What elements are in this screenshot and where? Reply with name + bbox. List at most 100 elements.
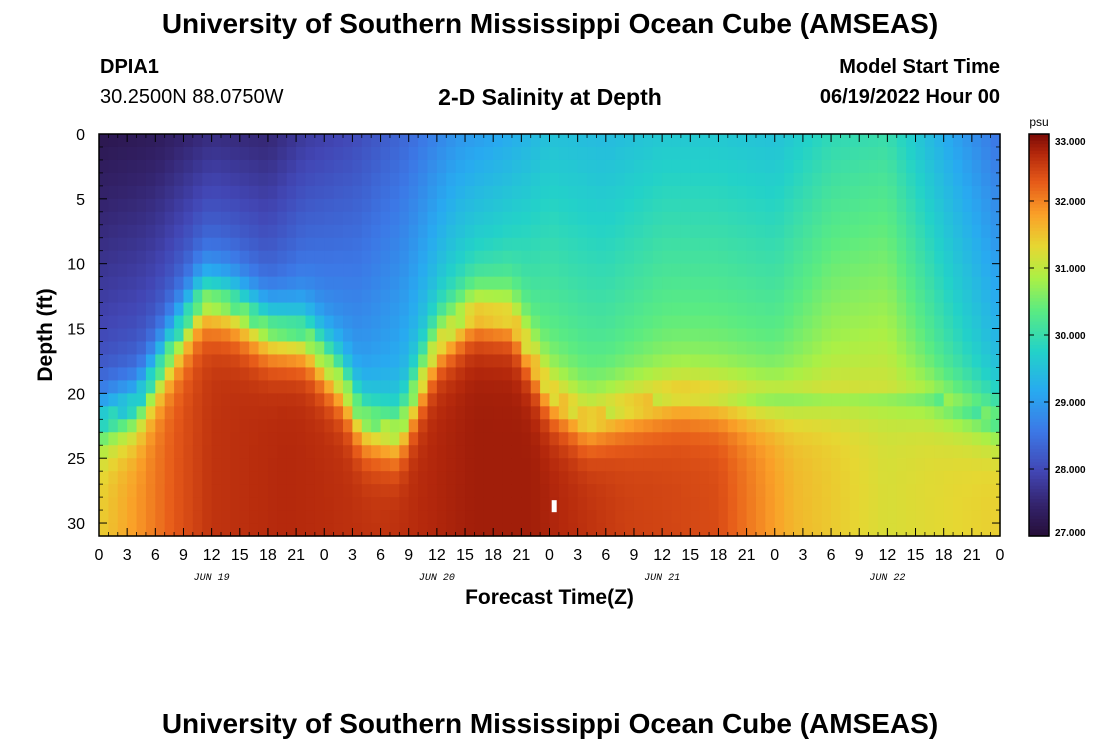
heatmap-cell (540, 185, 551, 200)
heatmap-cell (258, 315, 269, 330)
colorbar-segment (1029, 358, 1049, 363)
heatmap-cell (352, 224, 363, 239)
heatmap-cell (267, 484, 278, 498)
heatmap-cell (127, 445, 138, 459)
heatmap-cell (211, 445, 222, 459)
heatmap-cell (305, 146, 316, 161)
heatmap-cell (821, 224, 832, 239)
heatmap-cell (183, 510, 194, 524)
heatmap-cell (493, 315, 504, 330)
heatmap-cell (596, 510, 607, 524)
heatmap-cell (831, 510, 842, 524)
heatmap-cell (737, 276, 748, 291)
heatmap-cell (924, 146, 935, 161)
heatmap-cell (755, 432, 766, 446)
heatmap-cell (577, 250, 588, 265)
heatmap-cell (821, 198, 832, 213)
heatmap-cell (924, 497, 935, 511)
heatmap-cell (211, 432, 222, 446)
heatmap-cell (436, 393, 447, 407)
heatmap-cell (127, 328, 138, 343)
heatmap-cell (258, 185, 269, 200)
heatmap-cell (418, 159, 429, 174)
heatmap-cell (709, 159, 720, 174)
heatmap-cell (727, 484, 738, 498)
heatmap-cell (258, 224, 269, 239)
heatmap-cell (540, 393, 551, 407)
heatmap-cell (793, 406, 804, 420)
heatmap-cell (877, 393, 888, 407)
heatmap-cell (474, 224, 485, 239)
heatmap-cell (192, 237, 203, 252)
heatmap-cell (821, 185, 832, 200)
heatmap-cell (821, 341, 832, 356)
heatmap-cell (436, 419, 447, 433)
heatmap-cell (558, 211, 569, 226)
heatmap-cell (183, 302, 194, 317)
heatmap-cell (258, 471, 269, 485)
heatmap-cell (812, 510, 823, 524)
heatmap-cell (709, 497, 720, 511)
heatmap-cell (981, 328, 992, 343)
heatmap-cell (371, 315, 382, 330)
heatmap-cell (277, 172, 288, 187)
heatmap-cell (418, 458, 429, 472)
heatmap-cell (915, 250, 926, 265)
heatmap-cell (784, 276, 795, 291)
heatmap-cell (746, 237, 757, 252)
colorbar-segment (1029, 184, 1049, 189)
heatmap-cell (896, 172, 907, 187)
heatmap-cell (699, 134, 710, 148)
heatmap-cell (99, 471, 109, 485)
x-tick-label: 9 (179, 547, 188, 564)
heatmap-cell (633, 250, 644, 265)
heatmap-cell (887, 211, 898, 226)
heatmap-cell (446, 237, 457, 252)
heatmap-cell (436, 315, 447, 330)
heatmap-cell (211, 341, 222, 356)
heatmap-cell (418, 198, 429, 213)
heatmap-cell (962, 445, 973, 459)
heatmap-cell (352, 445, 363, 459)
heatmap-cell (99, 523, 109, 537)
heatmap-cell (755, 341, 766, 356)
heatmap-cell (859, 354, 870, 369)
heatmap-cell (755, 134, 766, 148)
heatmap-cell (174, 211, 185, 226)
heatmap-cell (455, 471, 466, 485)
heatmap-cell (887, 406, 898, 420)
heatmap-cell (249, 341, 260, 356)
x-tick-label: 21 (963, 547, 981, 564)
heatmap-cell (755, 406, 766, 420)
heatmap-cell (549, 445, 560, 459)
heatmap-cell (605, 471, 616, 485)
heatmap-cell (840, 302, 851, 317)
heatmap-cell (981, 276, 992, 291)
heatmap-cell (943, 211, 954, 226)
heatmap-cell (530, 263, 541, 278)
heatmap-cell (812, 445, 823, 459)
heatmap-cell (145, 134, 156, 148)
heatmap-cell (211, 471, 222, 485)
heatmap-cell (155, 341, 166, 356)
heatmap-cell (324, 510, 335, 524)
heatmap-cell (361, 432, 372, 446)
heatmap-cell (793, 159, 804, 174)
heatmap-cell (99, 497, 109, 511)
heatmap-cell (887, 523, 898, 537)
heatmap-cell (352, 159, 363, 174)
heatmap-cell (577, 172, 588, 187)
heatmap-cell (324, 354, 335, 369)
heatmap-cell (380, 471, 391, 485)
heatmap-cell (136, 510, 147, 524)
heatmap-cell (202, 354, 213, 369)
heatmap-cell (192, 224, 203, 239)
heatmap-cell (990, 393, 1001, 407)
heatmap-cell (877, 354, 888, 369)
heatmap-cell (286, 237, 297, 252)
heatmap-cell (352, 250, 363, 265)
heatmap-cell (221, 224, 231, 239)
heatmap-cell (671, 185, 682, 200)
heatmap-cell (343, 134, 354, 148)
